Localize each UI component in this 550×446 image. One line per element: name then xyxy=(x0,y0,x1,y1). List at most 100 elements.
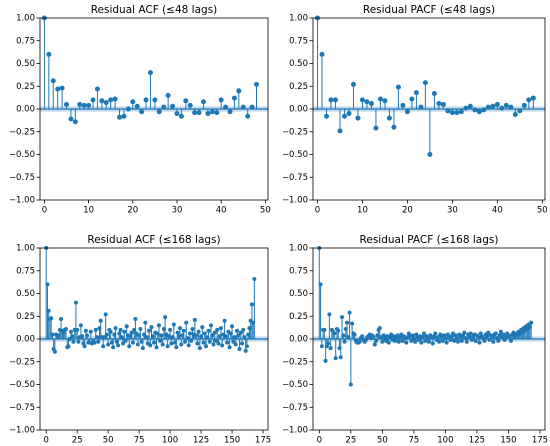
stem-marker xyxy=(427,339,431,344)
stem-marker xyxy=(104,332,109,337)
stem-marker xyxy=(194,333,199,338)
x-tick-label: 125 xyxy=(469,436,485,446)
stem-marker xyxy=(328,97,334,103)
stem-marker xyxy=(59,85,65,91)
stem-marker xyxy=(374,338,379,343)
stem-marker xyxy=(347,310,352,315)
y-tick-label: −0.25 xyxy=(282,357,308,367)
stem-marker xyxy=(238,330,243,335)
stem-marker xyxy=(456,339,460,344)
stem-marker xyxy=(83,328,88,333)
stem-marker xyxy=(98,318,103,323)
stem-marker xyxy=(508,338,513,343)
stem-marker xyxy=(143,320,148,325)
stem-marker xyxy=(50,332,55,337)
stem-marker xyxy=(530,95,536,101)
stem-marker xyxy=(444,340,449,345)
stem-marker xyxy=(101,344,106,349)
stem-marker xyxy=(218,97,224,103)
stem-marker xyxy=(237,347,242,352)
stem-marker xyxy=(368,101,374,107)
stem-marker xyxy=(64,101,70,107)
stem-marker xyxy=(395,84,401,90)
x-tick-label: 40 xyxy=(492,206,503,216)
stem-marker xyxy=(232,335,237,340)
stem-marker xyxy=(147,328,152,333)
stem-marker xyxy=(195,341,200,346)
stem-marker xyxy=(508,104,514,110)
stem-marker xyxy=(511,330,516,335)
stem-marker xyxy=(452,338,457,343)
stem-marker xyxy=(323,358,328,363)
stem-marker xyxy=(462,330,467,335)
stem-marker xyxy=(382,98,388,104)
stem-marker xyxy=(323,113,329,119)
stem-marker xyxy=(322,327,327,332)
x-tick-label: 10 xyxy=(357,206,368,216)
y-tick-label: 0.50 xyxy=(16,289,35,299)
x-tick-label: 50 xyxy=(103,436,114,446)
stem-marker xyxy=(156,109,162,115)
stem-marker xyxy=(130,99,136,105)
stem-marker xyxy=(216,341,221,346)
stem-marker xyxy=(103,100,109,106)
stem-marker xyxy=(400,102,406,108)
stem-marker xyxy=(413,90,419,96)
stem-marker xyxy=(196,110,202,116)
stem-marker xyxy=(342,339,347,344)
chart-title: Residual ACF (≤48 lags) xyxy=(91,4,218,16)
y-tick-label: −0.75 xyxy=(9,173,35,183)
stem-marker xyxy=(350,81,356,87)
x-tick-label: 50 xyxy=(260,206,271,216)
subplot: −1.00 −0.75 −0.50 −0.25 0.00 0.25 0.50 0.75 1.00… xyxy=(9,4,271,216)
stem-marker xyxy=(377,96,383,102)
stem-marker xyxy=(121,341,126,346)
stem-marker xyxy=(332,331,337,336)
y-tick-label: −0.75 xyxy=(9,403,35,413)
stem-marker xyxy=(512,111,518,117)
stem-marker xyxy=(204,344,209,349)
stem-marker xyxy=(377,326,382,331)
stem-marker xyxy=(59,316,64,321)
x-tick-label: 125 xyxy=(193,436,209,446)
x-tick-label: 175 xyxy=(532,436,548,446)
stem-marker xyxy=(231,339,236,344)
x-tick-label: 30 xyxy=(172,206,183,216)
stem-marker xyxy=(340,315,344,320)
stem-marker xyxy=(202,331,207,336)
stem-marker xyxy=(472,107,478,113)
x-tick-label: 150 xyxy=(500,436,516,446)
stem-marker xyxy=(181,328,186,333)
stem-marker xyxy=(491,339,496,344)
stem-marker xyxy=(169,341,174,346)
x-tick-label: 0 xyxy=(317,436,322,446)
stem-marker xyxy=(106,342,111,347)
stem-marker xyxy=(149,325,154,330)
stem-marker xyxy=(96,339,101,344)
stem-marker xyxy=(341,333,346,338)
stem-marker xyxy=(122,329,127,334)
stem-marker xyxy=(422,80,428,86)
y-tick-label: −1.00 xyxy=(9,196,35,206)
stem-marker xyxy=(371,335,376,340)
stem-marker xyxy=(357,339,362,344)
stem-marker xyxy=(337,128,343,134)
stem-marker xyxy=(108,329,113,334)
stem-marker xyxy=(404,340,409,345)
stem-marker xyxy=(433,331,438,336)
y-tick-label: −0.25 xyxy=(282,127,308,137)
stem-marker xyxy=(179,342,184,347)
stem-marker xyxy=(90,97,96,103)
stem-marker xyxy=(124,324,129,329)
stem-marker xyxy=(409,338,414,343)
stem-marker xyxy=(116,343,121,348)
stem-marker xyxy=(223,104,229,110)
y-tick-label: 0.50 xyxy=(289,59,308,69)
stem-marker xyxy=(476,109,482,115)
stem-marker xyxy=(482,338,487,343)
stem-marker xyxy=(70,334,75,339)
stem-marker xyxy=(119,335,124,340)
stem-marker xyxy=(245,113,251,119)
stem-marker xyxy=(332,97,338,103)
